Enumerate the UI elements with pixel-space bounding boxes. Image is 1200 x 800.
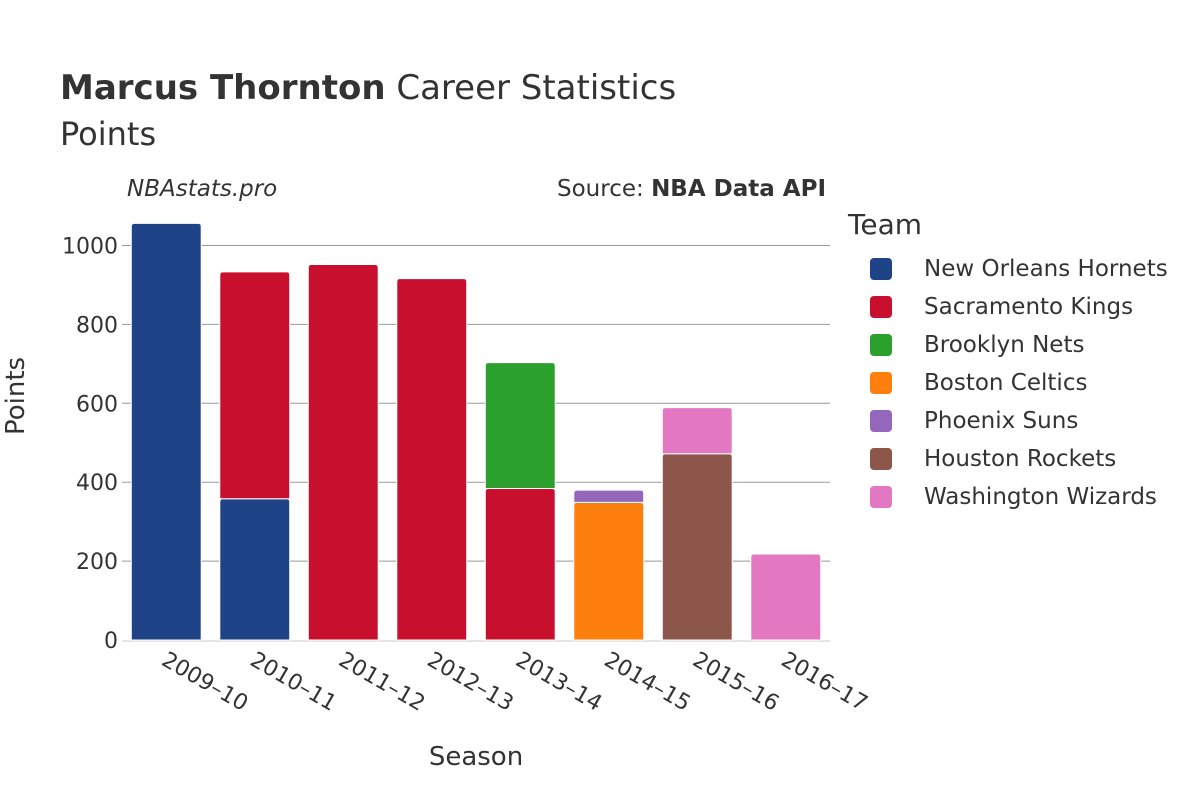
legend-swatch xyxy=(870,410,892,432)
title-suffix: Career Statistics xyxy=(396,68,677,108)
y-tick-label: 1000 xyxy=(62,235,118,260)
bar-segment xyxy=(396,278,468,641)
legend-label: Sacramento Kings xyxy=(924,294,1134,320)
legend-item[interactable]: Houston Rockets xyxy=(870,440,1168,478)
bar-segment xyxy=(219,271,291,500)
bar-segment xyxy=(219,498,291,641)
x-tick-label: 2012–13 xyxy=(423,648,518,717)
legend-item[interactable]: Brooklyn Nets xyxy=(870,326,1168,364)
title-player-name: Marcus Thornton xyxy=(60,68,386,108)
y-tick-label: 0 xyxy=(104,629,118,654)
legend-item[interactable]: Boston Celtics xyxy=(870,364,1168,402)
bar-segment xyxy=(661,407,733,455)
legend-item[interactable]: Sacramento Kings xyxy=(870,288,1168,326)
y-tick-label: 800 xyxy=(76,313,118,338)
x-tick-label: 2011–12 xyxy=(334,648,429,717)
x-tick-label: 2016–17 xyxy=(777,648,872,717)
bar-segment xyxy=(484,488,556,641)
source-prefix: Source: xyxy=(557,176,644,202)
legend-swatch xyxy=(870,258,892,280)
x-tick-label: 2009–10 xyxy=(157,648,252,717)
legend-swatch xyxy=(870,372,892,394)
legend-label: Houston Rockets xyxy=(924,446,1117,472)
x-tick-label: 2014–15 xyxy=(600,648,695,717)
x-tick-label: 2013–14 xyxy=(511,648,606,717)
legend-swatch xyxy=(870,334,892,356)
legend-title: Team xyxy=(848,208,923,241)
bar-segment xyxy=(130,222,202,641)
source-name: NBA Data API xyxy=(651,176,826,202)
legend-swatch xyxy=(870,296,892,318)
legend-item[interactable]: Washington Wizards xyxy=(870,478,1168,516)
watermark: NBAstats.pro xyxy=(127,176,278,202)
chart-subtitle: Points xyxy=(60,115,157,153)
y-tick-label: 400 xyxy=(76,471,118,496)
legend: New Orleans Hornets Sacramento Kings Brook… xyxy=(870,250,1168,516)
y-axis-label: Points xyxy=(1,356,31,435)
legend-label: Boston Celtics xyxy=(924,370,1088,396)
legend-label: Phoenix Suns xyxy=(924,408,1079,434)
x-tick-label: 2015–16 xyxy=(688,648,783,717)
legend-swatch xyxy=(870,486,892,508)
x-tick-label: 2010–11 xyxy=(246,648,341,717)
legend-item[interactable]: New Orleans Hornets xyxy=(870,250,1168,288)
bar-segment xyxy=(484,362,556,490)
x-axis-label: Season xyxy=(428,742,524,772)
y-tick-label: 600 xyxy=(76,392,118,417)
bar-segment xyxy=(573,489,645,503)
legend-item[interactable]: Phoenix Suns xyxy=(870,402,1168,440)
bar-segment xyxy=(750,553,822,641)
legend-label: Brooklyn Nets xyxy=(924,332,1085,358)
source-credit: Source: NBA Data API xyxy=(557,176,826,202)
bar-segment xyxy=(661,453,733,641)
chart-title: Marcus Thornton Career Statistics xyxy=(60,66,676,110)
bar-segment xyxy=(307,263,379,641)
legend-swatch xyxy=(870,448,892,470)
legend-label: Washington Wizards xyxy=(924,484,1157,510)
y-tick-label: 200 xyxy=(76,550,118,575)
legend-label: New Orleans Hornets xyxy=(924,256,1168,282)
bar-segment xyxy=(573,501,645,641)
